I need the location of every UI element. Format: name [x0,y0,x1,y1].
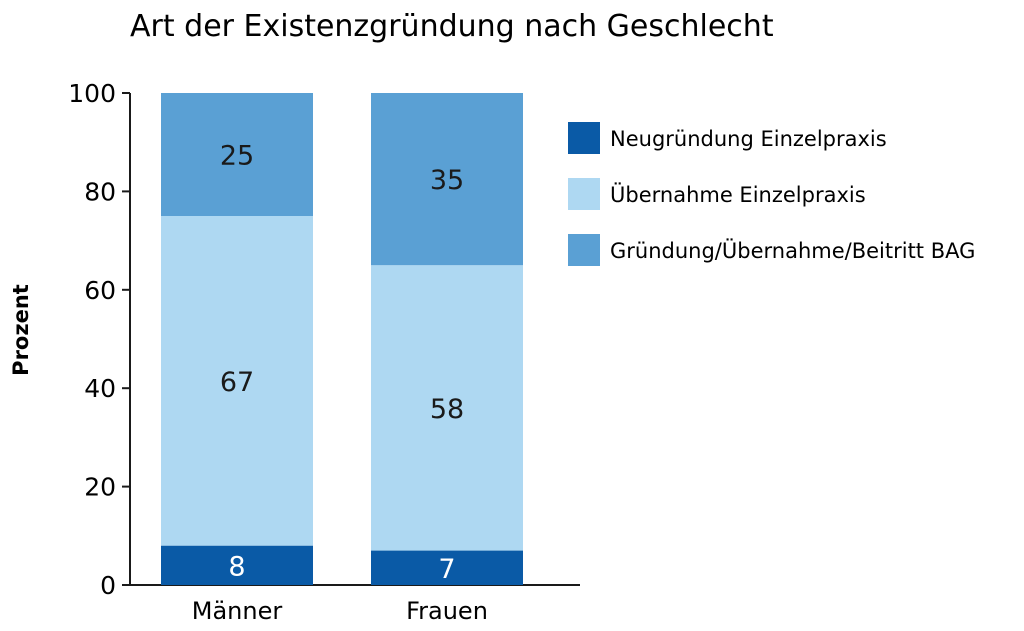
x-tick-label: Frauen [406,597,488,625]
legend-label: Übernahme Einzelpraxis [610,182,866,207]
bar-segment [161,93,313,216]
legend-swatch [568,122,600,154]
bars: 8 67 25 7 58 35 [161,93,523,585]
legend-label: Neugründung Einzelpraxis [610,127,887,151]
data-label: 8 [228,551,245,582]
y-axis: 0 20 40 60 80 100 [68,79,131,600]
bar-segment [371,93,523,266]
y-axis-label: Prozent [9,284,33,376]
y-tick-label: 60 [84,276,116,305]
bar-segment [371,550,523,585]
data-label: 25 [220,141,254,172]
data-label: 58 [430,394,464,425]
bar-segment [161,216,313,546]
y-tick-label: 0 [100,571,116,600]
legend: Neugründung Einzelpraxis Übernahme Einzel… [568,122,975,266]
legend-label: Gründung/Übernahme/Beitritt BAG [610,238,975,263]
chart-title: Art der Existenzgründung nach Geschlecht [130,9,774,44]
data-label: 67 [220,367,254,398]
y-tick-label: 20 [84,473,116,502]
legend-swatch [568,234,600,266]
data-label: 35 [430,165,464,196]
legend-swatch [568,178,600,210]
bar-segment [161,545,313,585]
data-label: 7 [438,554,455,585]
x-tick-label: Männer [192,597,283,625]
y-tick-label: 100 [68,79,116,108]
y-tick-label: 40 [84,374,116,403]
bar-segment [371,265,523,551]
y-tick-label: 80 [84,177,116,206]
x-axis: Männer Frauen [130,584,580,625]
